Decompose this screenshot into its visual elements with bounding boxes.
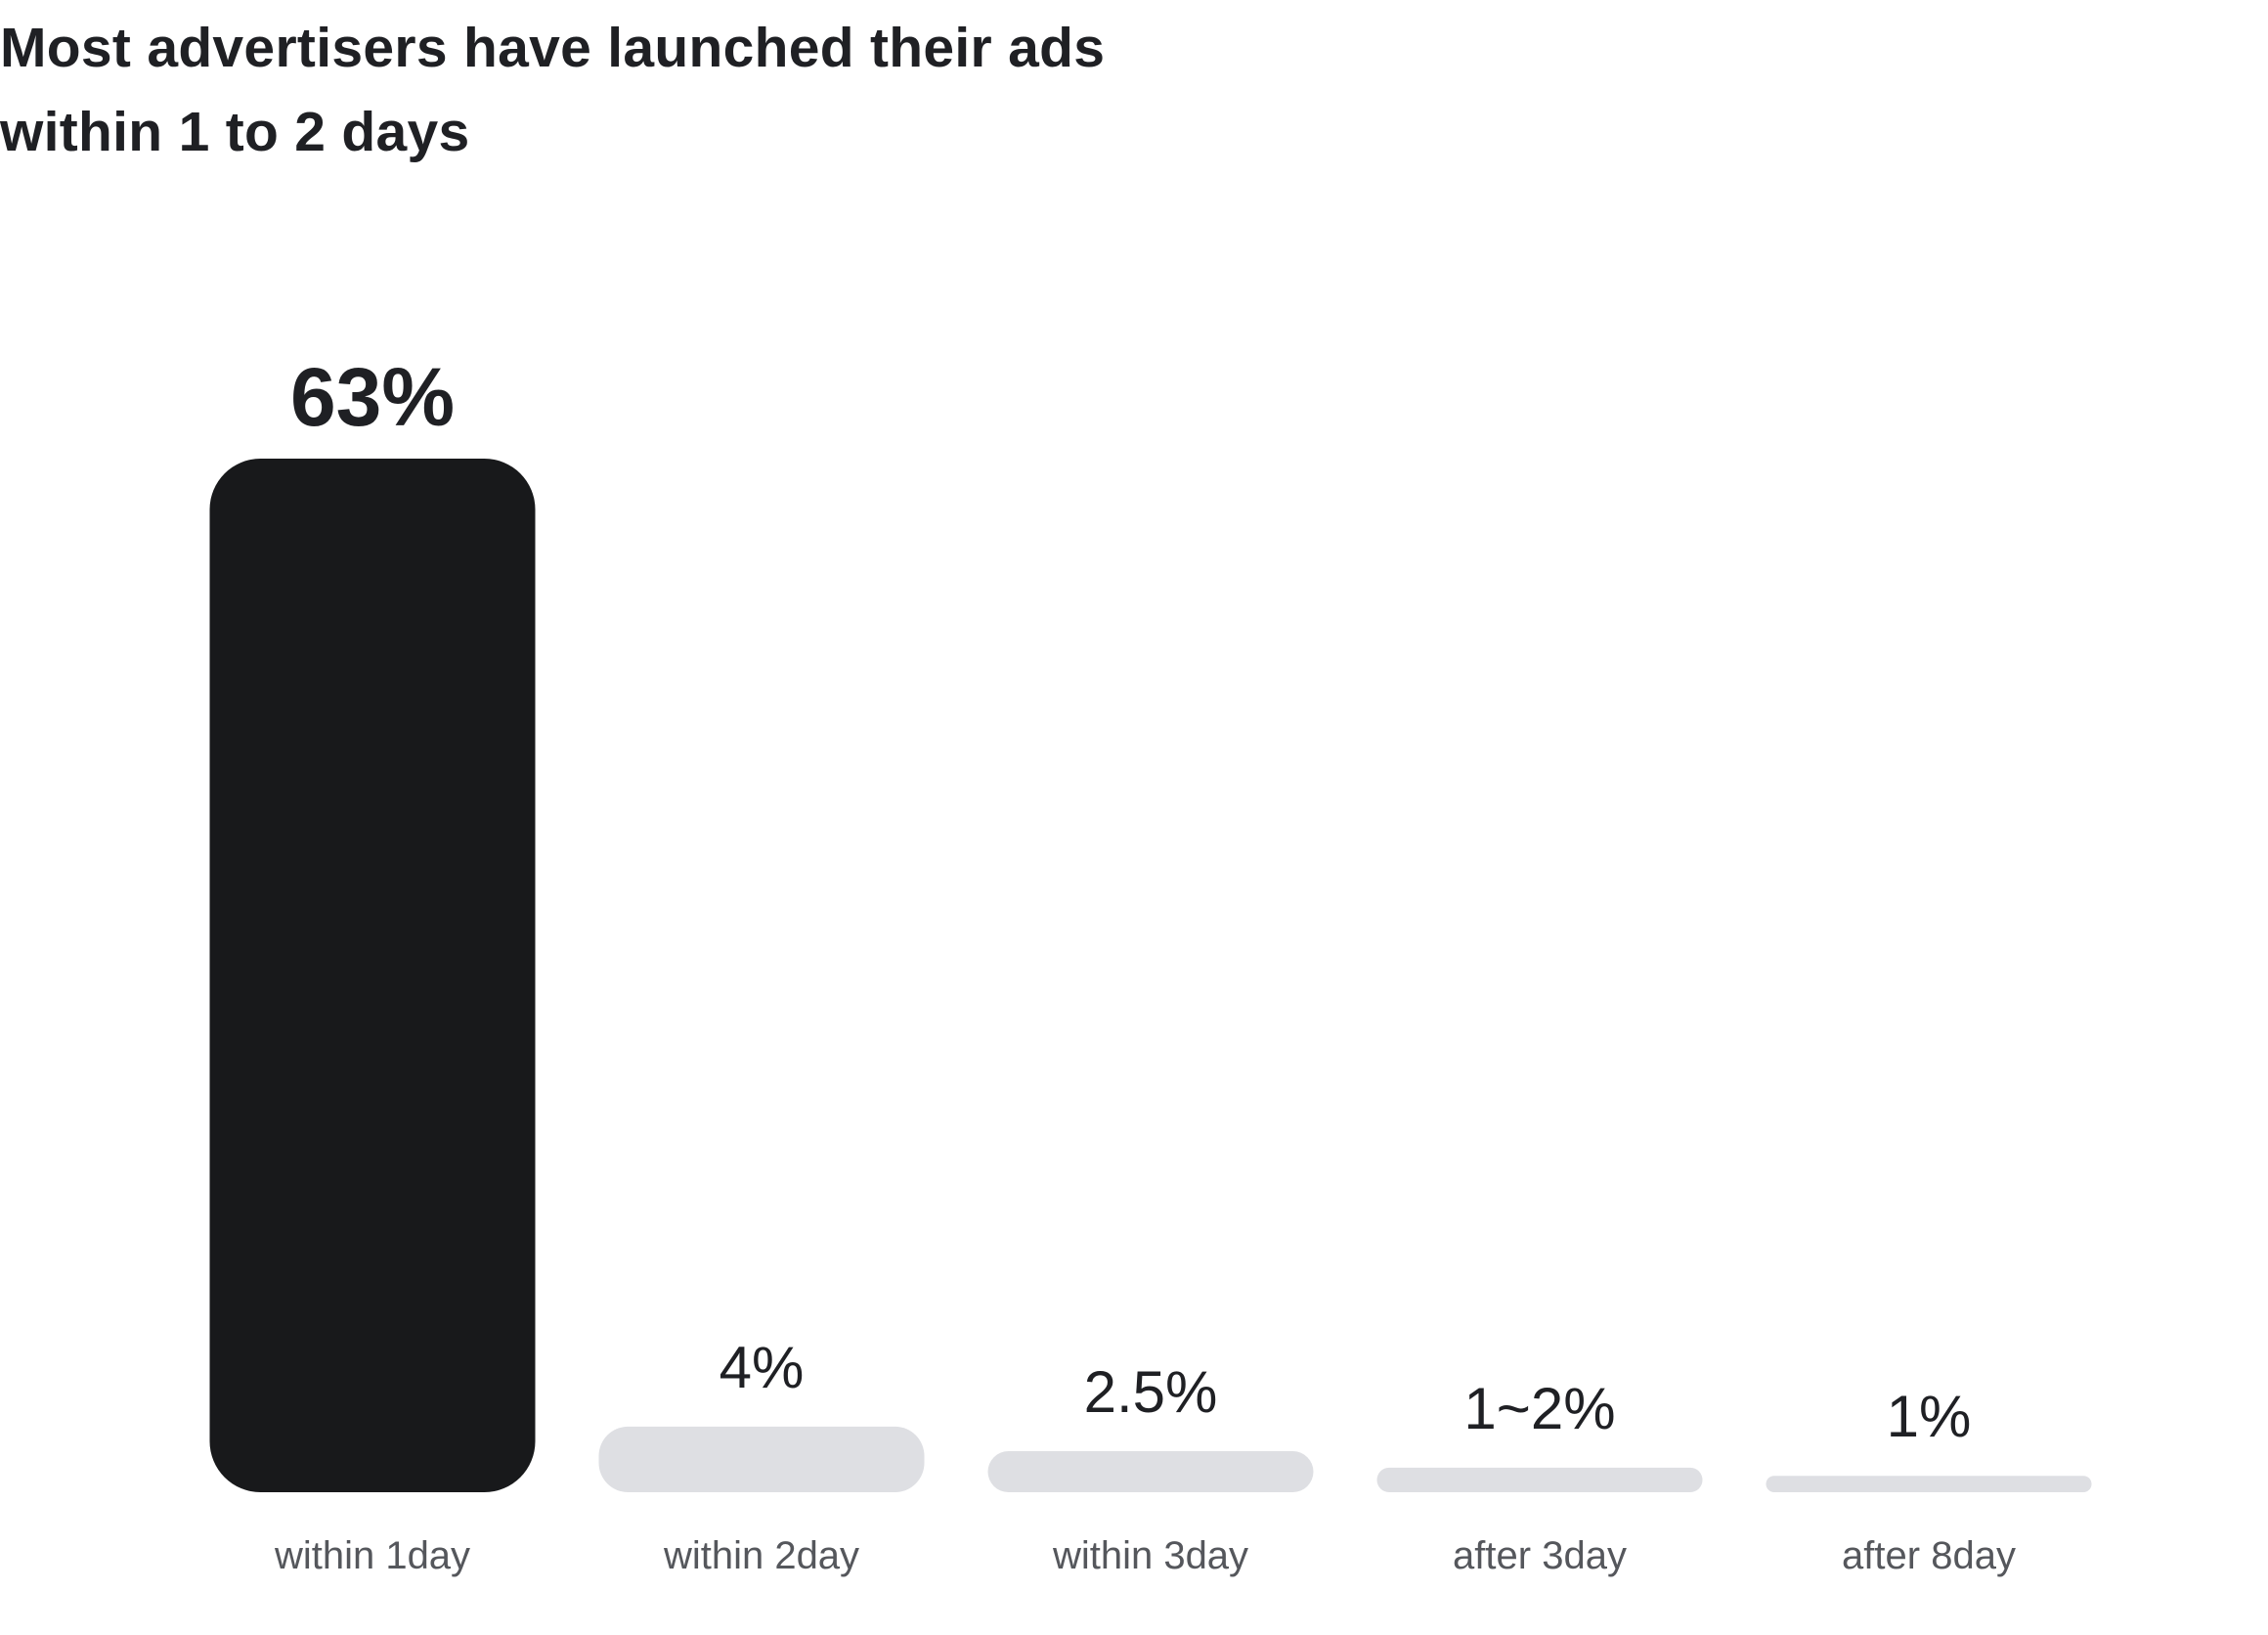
chart-title-line-2: within 1 to 2 days bbox=[0, 101, 470, 163]
category-label: after 8day bbox=[1842, 1534, 2016, 1577]
value-label: 63% bbox=[290, 351, 455, 443]
bar-within-1day bbox=[209, 459, 536, 1492]
category-labels-layer: within 1day within 2day within 3day after 3… bbox=[274, 1534, 2016, 1577]
category-label: after 3day bbox=[1453, 1534, 1627, 1577]
bars-layer bbox=[209, 459, 2092, 1492]
bar-within-2day bbox=[598, 1426, 925, 1492]
bar-within-3day bbox=[987, 1451, 1314, 1492]
bar-after-3day bbox=[1376, 1467, 1703, 1492]
chart-title-line-1: Most advertisers have launched their ads bbox=[0, 17, 1106, 79]
value-label: 1~2% bbox=[1463, 1376, 1615, 1441]
category-label: within 1day bbox=[274, 1534, 470, 1577]
value-label: 2.5% bbox=[1084, 1359, 1218, 1425]
value-label: 4% bbox=[720, 1335, 805, 1400]
chart-title: Most advertisers have launched their ads… bbox=[0, 6, 1369, 174]
category-label: within 2day bbox=[663, 1534, 859, 1577]
category-label: within 3day bbox=[1052, 1534, 1248, 1577]
bar-after-8day bbox=[1766, 1476, 2092, 1492]
value-label: 1% bbox=[1887, 1384, 1972, 1449]
value-labels-layer: 63% 4% 2.5% 1~2% 1% bbox=[290, 351, 1971, 1449]
